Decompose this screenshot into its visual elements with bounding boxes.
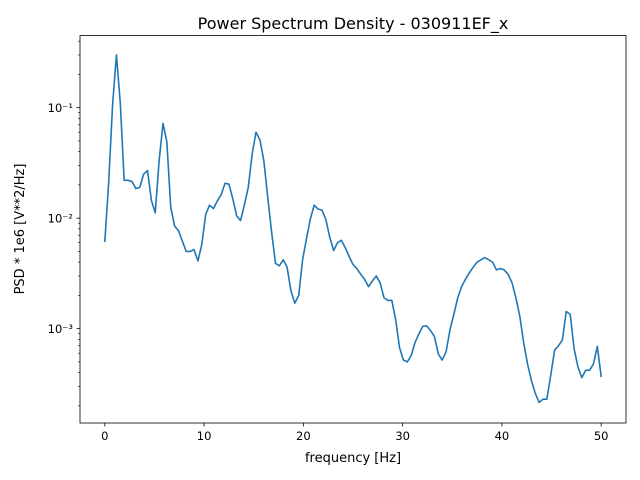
x-tick-label: 20 (296, 429, 311, 443)
x-tick-label: 10 (197, 429, 212, 443)
axes-frame (79, 35, 627, 424)
y-tick-label: 10⁻² (48, 212, 73, 226)
x-axis: 0 10 20 30 40 50 (101, 423, 609, 443)
x-tick-label: 30 (395, 429, 410, 443)
y-tick-label: 10⁻¹ (48, 101, 73, 115)
x-tick-label: 40 (495, 429, 510, 443)
x-tick-label: 50 (594, 429, 609, 443)
psd-series-line (103, 54, 603, 404)
plot-area (103, 54, 603, 404)
y-axis-label: PSD * 1e6 [V**2/Hz] (13, 164, 28, 295)
y-axis: 10⁻³ 10⁻² 10⁻¹ (48, 40, 80, 407)
x-tick-label: 0 (101, 429, 108, 443)
y-tick-label: 10⁻³ (48, 322, 74, 336)
x-axis-label: frequency [Hz] (305, 451, 401, 466)
chart-title: Power Spectrum Density - 030911EF_x (198, 14, 509, 34)
